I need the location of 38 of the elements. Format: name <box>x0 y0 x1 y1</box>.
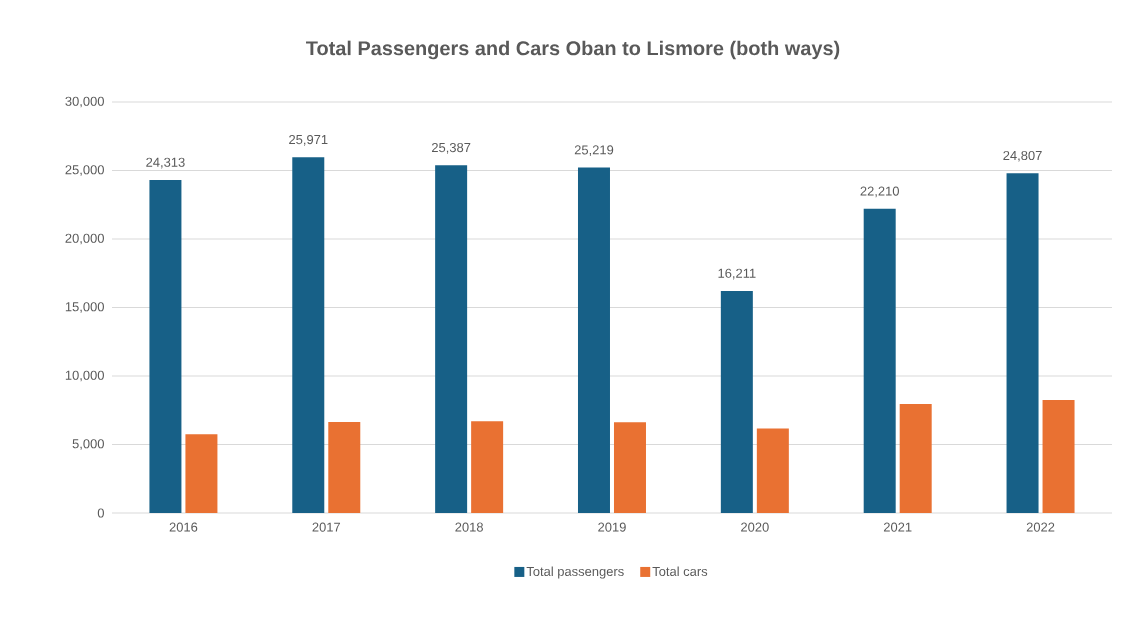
y-tick-label: 15,000 <box>65 302 104 313</box>
data-label: 16,211 <box>718 268 756 280</box>
bar <box>577 167 610 513</box>
legend-label: Total cars <box>652 566 708 577</box>
data-label: 24,807 <box>1003 150 1042 162</box>
data-label: 25,971 <box>289 134 328 146</box>
legend-label: Total passengers <box>526 566 624 579</box>
x-tick-label: 2019 <box>598 522 626 532</box>
y-tick-label: 30,000 <box>65 96 104 108</box>
bar <box>863 208 896 513</box>
y-tick-label: 25,000 <box>65 165 104 176</box>
bar <box>720 290 753 513</box>
y-tick-label: 0 <box>97 508 104 518</box>
bar <box>185 434 218 513</box>
bar <box>756 428 789 513</box>
data-label: 25,219 <box>574 145 614 156</box>
x-tick-label: 2022 <box>1026 522 1055 532</box>
x-tick-label: 2016 <box>169 522 198 532</box>
bar <box>149 179 182 513</box>
bar <box>435 165 468 513</box>
x-tick-label: 2017 <box>312 522 341 532</box>
data-label: 24,313 <box>146 157 185 169</box>
bar <box>328 421 361 513</box>
x-tick-label: 2021 <box>883 522 912 532</box>
bar <box>471 421 504 513</box>
chart-title: Total Passengers and Cars Oban to Lismore (both ways) <box>306 40 840 60</box>
bar <box>899 404 932 513</box>
y-tick-label: 5,000 <box>72 439 104 450</box>
bar <box>292 157 325 513</box>
x-tick-label: 2020 <box>741 522 769 532</box>
data-label: 22,210 <box>860 186 899 198</box>
y-tick-label: 20,000 <box>65 233 104 245</box>
x-tick-label: 2018 <box>455 522 483 532</box>
bar <box>1042 400 1075 513</box>
bar <box>1006 173 1039 513</box>
data-label: 25,387 <box>431 142 471 154</box>
bar <box>613 422 646 513</box>
y-tick-label: 10,000 <box>65 370 104 382</box>
